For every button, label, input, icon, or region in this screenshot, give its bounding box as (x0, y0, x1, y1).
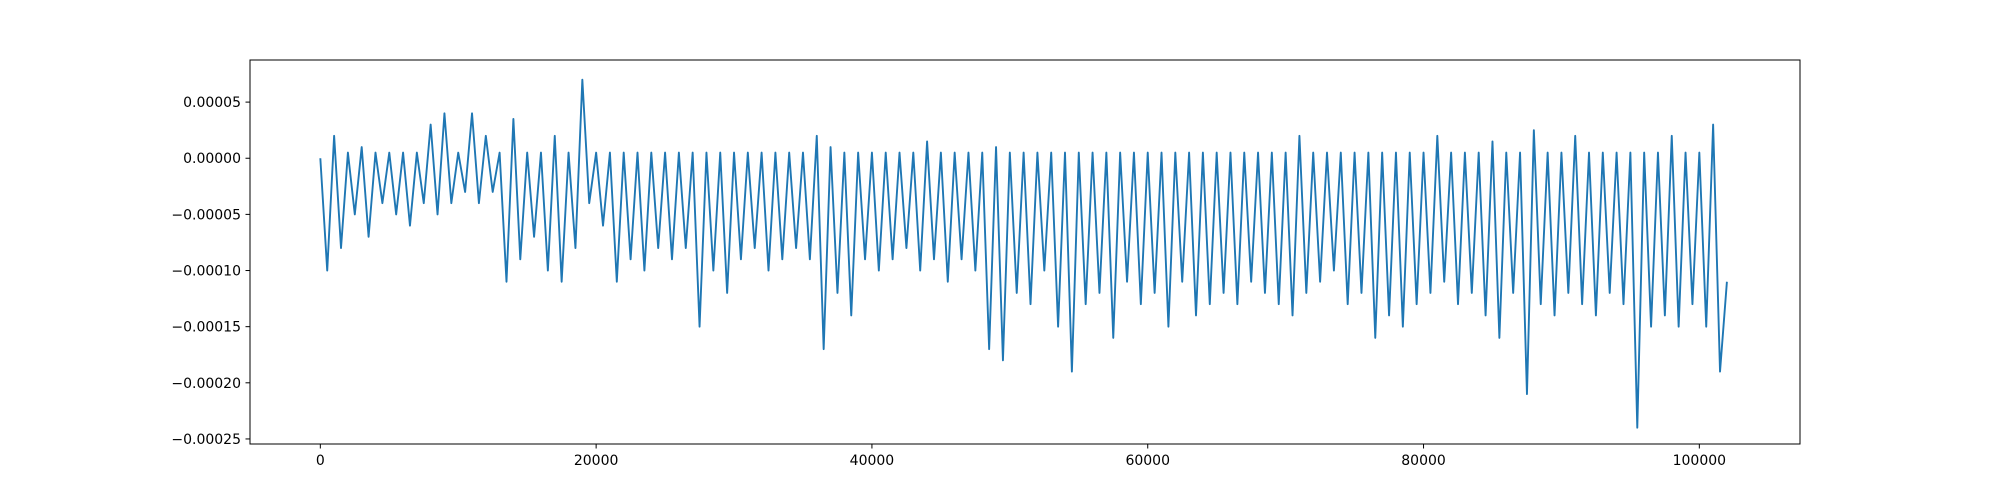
y-tick-label: −0.00020 (171, 376, 241, 392)
y-tick-label: −0.00010 (171, 264, 241, 280)
y-tick-label: 0.00000 (183, 151, 241, 167)
x-tick-label: 80000 (1401, 453, 1446, 469)
y-tick-label: −0.00025 (171, 432, 241, 448)
data-line (319, 78, 1728, 429)
y-tick-label: −0.00005 (171, 207, 241, 223)
y-tick-label: 0.00005 (183, 95, 241, 111)
plot-frame (249, 59, 1801, 445)
y-tick-label: −0.00015 (171, 320, 241, 336)
x-tick-label: 20000 (574, 453, 619, 469)
x-tick-label: 60000 (1125, 453, 1170, 469)
x-tick-label: 100000 (1673, 453, 1726, 469)
x-tick-label: 0 (316, 453, 325, 469)
x-tick-label: 40000 (850, 453, 895, 469)
